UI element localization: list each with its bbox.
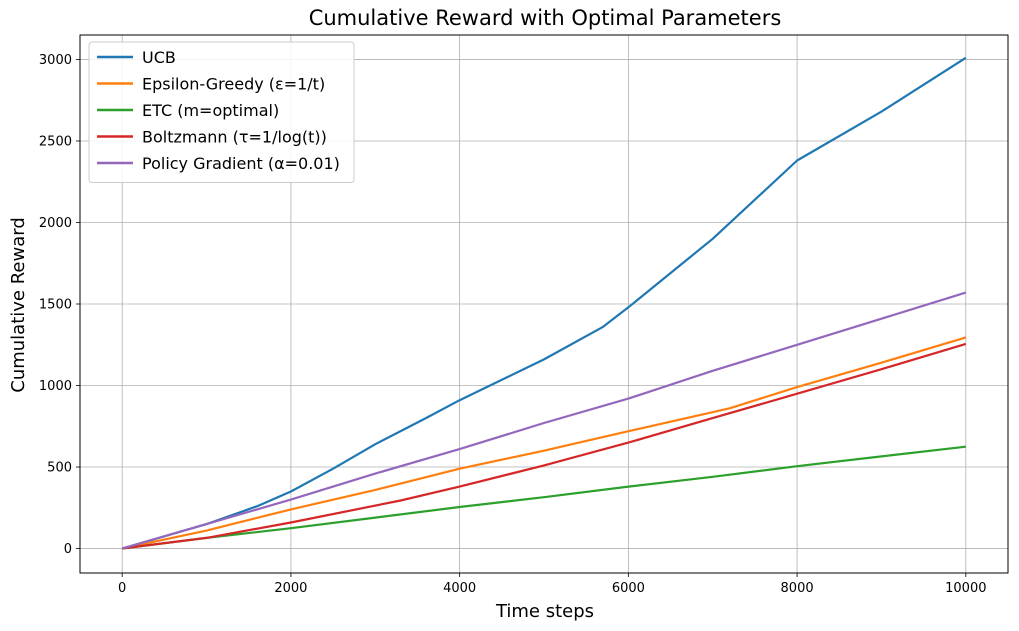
y-tick-label: 1500: [39, 298, 72, 313]
x-tick-label: 10000: [945, 581, 986, 596]
series-lines: [121, 56, 967, 550]
series-line-3: [122, 445, 966, 550]
x-axis-label: Time steps: [495, 601, 594, 622]
series-line-2: [121, 336, 967, 550]
x-tick-label: 6000: [612, 581, 645, 596]
y-tick-label: 1000: [39, 379, 72, 394]
legend-label: UCB: [142, 48, 176, 67]
series-line-5: [121, 291, 967, 550]
chart-title: Cumulative Reward with Optimal Parameter…: [309, 6, 782, 30]
x-tick-label: 0: [118, 581, 126, 596]
y-tick-label: 2500: [39, 134, 72, 149]
y-tick-label: 3000: [39, 53, 72, 68]
legend-label: Boltzmann (τ=1/log(t)): [142, 128, 327, 147]
legend: UCB Epsilon-Greedy (ε=1/t) ETC (m=optimal)…: [88, 41, 355, 183]
legend-label: Policy Gradient (α=0.01): [142, 154, 340, 173]
series-line-4: [122, 342, 967, 550]
x-tick-label: 2000: [274, 581, 307, 596]
y-tick-label: 500: [47, 461, 72, 476]
y-axis-label: Cumulative Reward: [8, 217, 29, 393]
y-tick-label: 0: [64, 542, 72, 557]
x-tick-label: 8000: [781, 581, 814, 596]
x-tick-label: 4000: [443, 581, 476, 596]
series-line-1: [121, 56, 967, 550]
y-axis-ticks: 0 500 1000 1500 2000 2500 3000: [39, 53, 80, 557]
legend-box: [88, 41, 355, 183]
legend-label: ETC (m=optimal): [142, 101, 279, 120]
legend-label: Epsilon-Greedy (ε=1/t): [142, 75, 325, 94]
y-tick-label: 2000: [39, 216, 72, 231]
x-axis-ticks: 0 2000 4000 6000 8000 10000: [118, 573, 986, 596]
